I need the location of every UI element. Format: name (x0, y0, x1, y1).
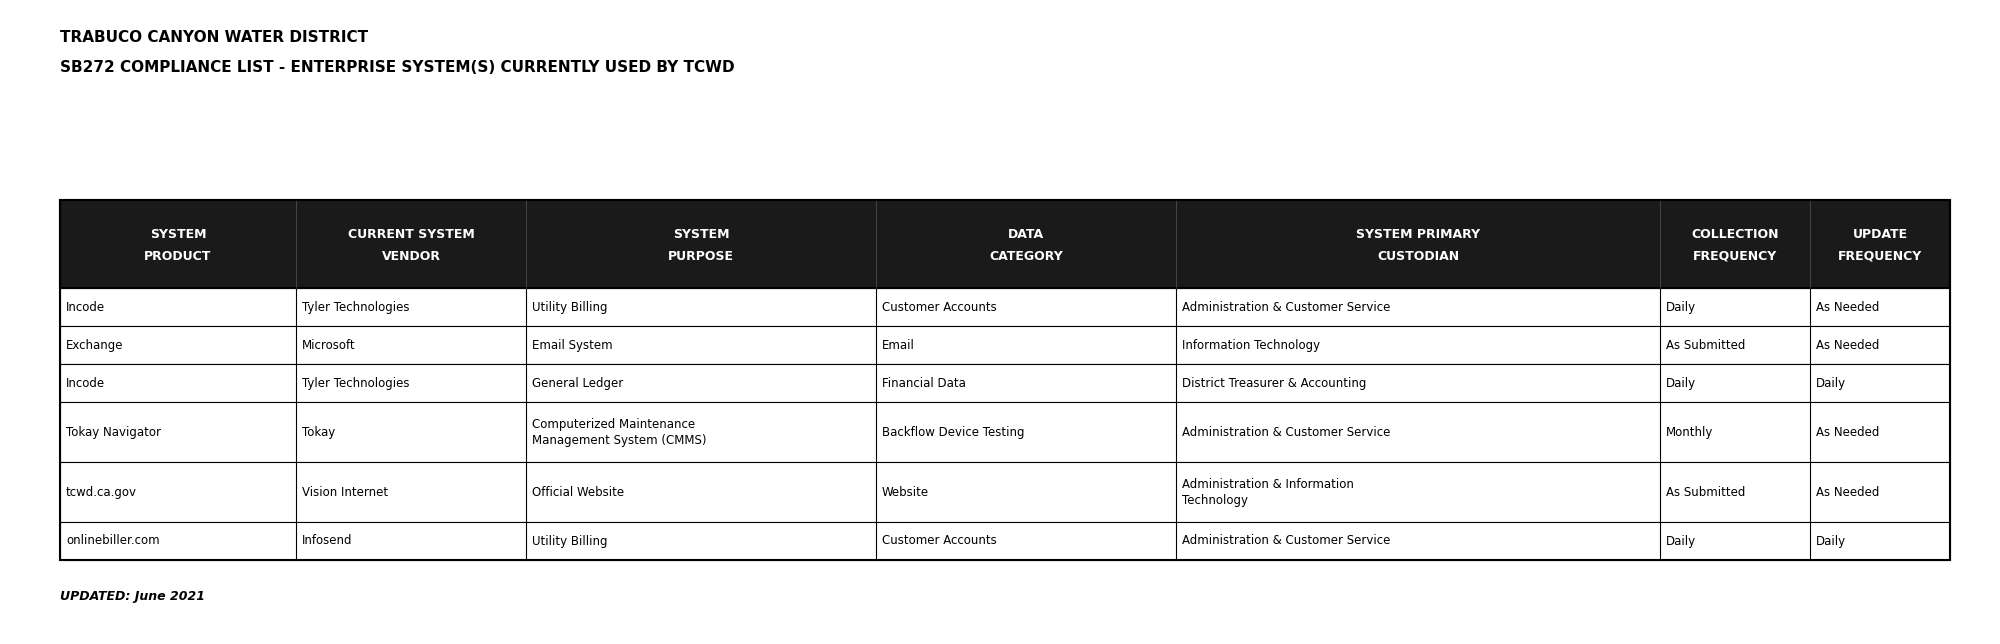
Text: Incode: Incode (66, 301, 106, 314)
Text: Tyler Technologies: Tyler Technologies (302, 377, 410, 390)
Text: Incode: Incode (66, 377, 106, 390)
Text: Email System: Email System (532, 339, 612, 352)
Text: PURPOSE: PURPOSE (668, 249, 734, 263)
Text: SB272 COMPLIANCE LIST - ENTERPRISE SYSTEM(S) CURRENTLY USED BY TCWD: SB272 COMPLIANCE LIST - ENTERPRISE SYSTE… (60, 60, 734, 75)
Text: As Submitted: As Submitted (1666, 486, 1746, 498)
Text: UPDATED: June 2021: UPDATED: June 2021 (60, 590, 206, 603)
Text: Microsoft: Microsoft (302, 339, 356, 352)
Text: FREQUENCY: FREQUENCY (1838, 249, 1922, 263)
Bar (60, 364, 1950, 402)
Text: As Submitted: As Submitted (1666, 339, 1746, 352)
Text: As Needed: As Needed (1816, 339, 1880, 352)
Text: Customer Accounts: Customer Accounts (882, 301, 996, 314)
Text: Administration & Customer Service: Administration & Customer Service (1182, 535, 1390, 547)
Text: tcwd.ca.gov: tcwd.ca.gov (66, 486, 136, 498)
Text: Utility Billing: Utility Billing (532, 535, 608, 547)
Text: Daily: Daily (1816, 377, 1846, 390)
Bar (60, 200, 1950, 560)
Text: Utility Billing: Utility Billing (532, 301, 608, 314)
Text: Financial Data: Financial Data (882, 377, 966, 390)
Text: CUSTODIAN: CUSTODIAN (1376, 249, 1460, 263)
Bar (60, 462, 1950, 522)
Text: COLLECTION: COLLECTION (1692, 227, 1778, 240)
Text: Official Website: Official Website (532, 486, 624, 498)
Text: PRODUCT: PRODUCT (144, 249, 212, 263)
Bar (60, 200, 1950, 288)
Text: Tokay: Tokay (302, 426, 336, 439)
Text: SYSTEM: SYSTEM (150, 227, 206, 240)
Text: Administration & Customer Service: Administration & Customer Service (1182, 426, 1390, 439)
Text: Daily: Daily (1816, 535, 1846, 547)
Text: Daily: Daily (1666, 301, 1696, 314)
Text: CURRENT SYSTEM: CURRENT SYSTEM (348, 227, 474, 240)
Text: As Needed: As Needed (1816, 486, 1880, 498)
Text: onlinebiller.com: onlinebiller.com (66, 535, 160, 547)
Text: Information Technology: Information Technology (1182, 339, 1320, 352)
Text: District Treasurer & Accounting: District Treasurer & Accounting (1182, 377, 1366, 390)
Text: TRABUCO CANYON WATER DISTRICT: TRABUCO CANYON WATER DISTRICT (60, 30, 368, 45)
Text: Daily: Daily (1666, 377, 1696, 390)
Text: Daily: Daily (1666, 535, 1696, 547)
Text: Monthly: Monthly (1666, 426, 1714, 439)
Text: VENDOR: VENDOR (382, 249, 440, 263)
Text: Tyler Technologies: Tyler Technologies (302, 301, 410, 314)
Text: Infosend: Infosend (302, 535, 352, 547)
Text: General Ledger: General Ledger (532, 377, 624, 390)
Text: Backflow Device Testing: Backflow Device Testing (882, 426, 1024, 439)
Text: Exchange: Exchange (66, 339, 124, 352)
Bar (60, 288, 1950, 326)
Text: Vision Internet: Vision Internet (302, 486, 388, 498)
Text: CATEGORY: CATEGORY (990, 249, 1062, 263)
Text: FREQUENCY: FREQUENCY (1692, 249, 1778, 263)
Text: Website: Website (882, 486, 930, 498)
Text: Administration & Information
Technology: Administration & Information Technology (1182, 477, 1354, 506)
Text: DATA: DATA (1008, 227, 1044, 240)
Text: Administration & Customer Service: Administration & Customer Service (1182, 301, 1390, 314)
Text: UPDATE: UPDATE (1852, 227, 1908, 240)
Text: Tokay Navigator: Tokay Navigator (66, 426, 160, 439)
Text: As Needed: As Needed (1816, 301, 1880, 314)
Bar (60, 200, 1950, 288)
Bar (60, 402, 1950, 462)
Bar (60, 326, 1950, 364)
Text: Email: Email (882, 339, 914, 352)
Text: Customer Accounts: Customer Accounts (882, 535, 996, 547)
Text: SYSTEM PRIMARY: SYSTEM PRIMARY (1356, 227, 1480, 240)
Text: Computerized Maintenance
Management System (CMMS): Computerized Maintenance Management Syst… (532, 417, 706, 446)
Text: As Needed: As Needed (1816, 426, 1880, 439)
Text: SYSTEM: SYSTEM (672, 227, 730, 240)
Bar (60, 522, 1950, 560)
